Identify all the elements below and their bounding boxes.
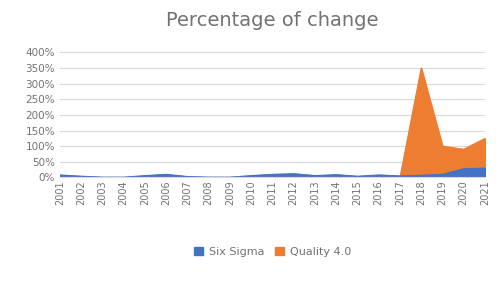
Legend: Six Sigma, Quality 4.0: Six Sigma, Quality 4.0	[190, 242, 356, 261]
Title: Percentage of change: Percentage of change	[166, 11, 379, 30]
